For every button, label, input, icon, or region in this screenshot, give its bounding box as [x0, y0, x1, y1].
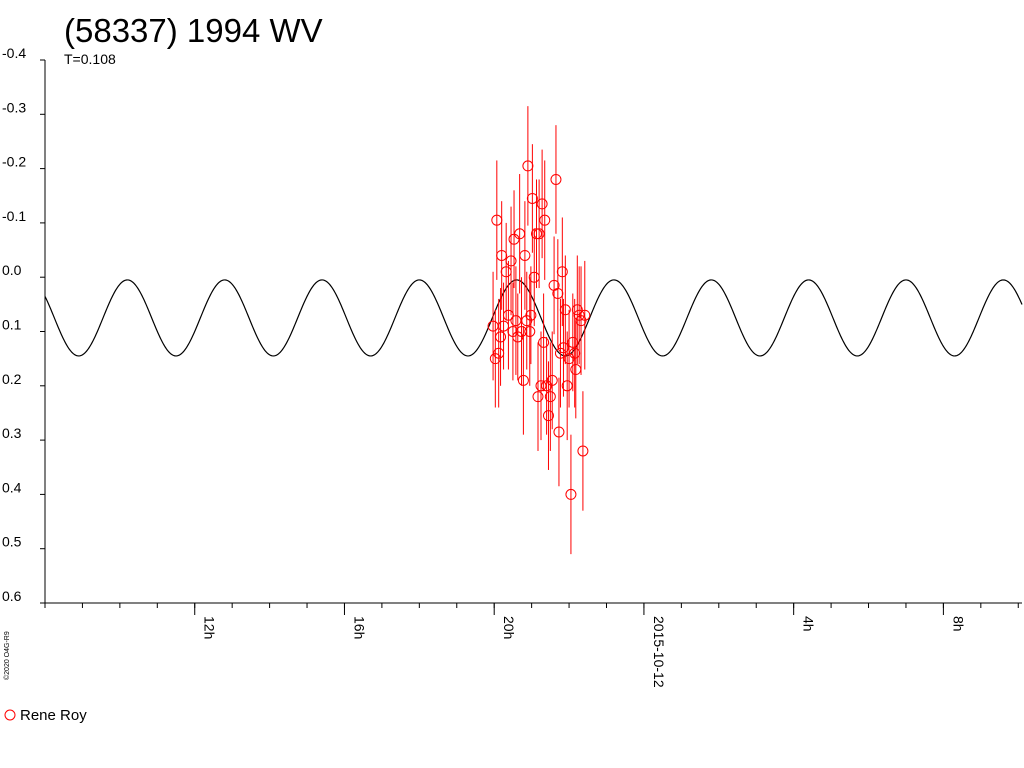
data-point: [524, 326, 536, 337]
data-point: [539, 214, 551, 226]
data-point: [522, 160, 534, 172]
y-tick-label: 0.1: [2, 317, 22, 333]
data-point: [575, 315, 587, 327]
y-tick-label: 0.5: [2, 534, 22, 550]
x-axis: 12h 16h 20h 2015-10-12 4h 8h: [44, 602, 1022, 688]
data-point: [573, 309, 585, 321]
credit-text: ©2020 O4G-R9: [3, 631, 11, 680]
data-point: [571, 304, 583, 316]
data-point: [526, 192, 538, 204]
x-tick-label: 20h: [501, 616, 517, 639]
y-tick-label: -0.1: [2, 208, 26, 224]
data-point: [556, 266, 568, 278]
y-tick-label: 0.3: [2, 425, 22, 441]
data-point: [579, 309, 591, 321]
data-point: [567, 336, 579, 348]
data-point: [514, 228, 526, 240]
data-point: [498, 320, 510, 332]
data-point: [532, 391, 544, 403]
chart-subtitle: T=0.108: [64, 51, 116, 67]
data-point: [577, 445, 589, 457]
data-point: [521, 315, 533, 327]
data-point: [502, 309, 514, 321]
y-tick-label: 0.0: [2, 262, 22, 278]
data-point: [570, 364, 582, 376]
data-point: [512, 331, 524, 343]
data-point: [565, 488, 577, 500]
data-point: [553, 426, 565, 438]
data-point: [538, 336, 550, 348]
data-point: [533, 228, 545, 240]
data-point: [517, 374, 529, 386]
data-point: [557, 342, 569, 354]
y-axis: -0.4 -0.3 -0.2 -0.1 0.0 0.1 0.2 0.3 0.4 0.5 0.6: [2, 45, 46, 604]
x-tick-label: 16h: [351, 616, 367, 639]
model-curve: [44, 279, 1023, 357]
data-points: [487, 106, 591, 555]
legend-marker-icon: [4, 709, 16, 721]
y-tick-label: -0.4: [2, 45, 26, 61]
y-tick-label: 0.4: [2, 479, 22, 495]
data-point: [528, 271, 540, 283]
data-point: [516, 326, 528, 337]
x-tick-label: 8h: [950, 616, 966, 632]
model-curve-line: [44, 279, 1023, 357]
data-point: [535, 380, 547, 392]
data-point: [554, 347, 566, 359]
data-point: [530, 228, 542, 240]
data-point: [510, 315, 522, 327]
y-tick-label: -0.3: [2, 99, 26, 115]
data-point: [561, 380, 573, 392]
x-tick-label: 2015-10-12: [651, 616, 667, 688]
y-tick-label: -0.2: [2, 154, 26, 170]
data-point: [559, 304, 571, 316]
data-point: [493, 347, 505, 359]
data-point: [491, 214, 503, 226]
data-point: [569, 347, 581, 359]
legend: Rene Roy: [4, 707, 87, 724]
data-point: [505, 255, 517, 267]
data-point: [544, 391, 556, 403]
data-point: [496, 249, 508, 261]
data-point: [519, 249, 531, 261]
y-tick-label: 0.2: [2, 371, 22, 387]
legend-entry-rene-roy: Rene Roy: [20, 707, 87, 724]
x-tick-label: 4h: [801, 616, 817, 632]
data-point: [500, 266, 512, 278]
data-point: [546, 374, 558, 386]
chart-title: (58337) 1994 WV: [64, 12, 323, 49]
data-point: [536, 198, 548, 210]
data-point: [552, 287, 564, 299]
y-tick-label: 0.6: [2, 588, 22, 604]
data-point: [542, 410, 554, 422]
data-point: [489, 353, 501, 365]
data-point: [550, 173, 562, 185]
data-point: [495, 331, 507, 343]
data-point: [525, 309, 537, 321]
x-tick-label: 12h: [202, 616, 218, 639]
